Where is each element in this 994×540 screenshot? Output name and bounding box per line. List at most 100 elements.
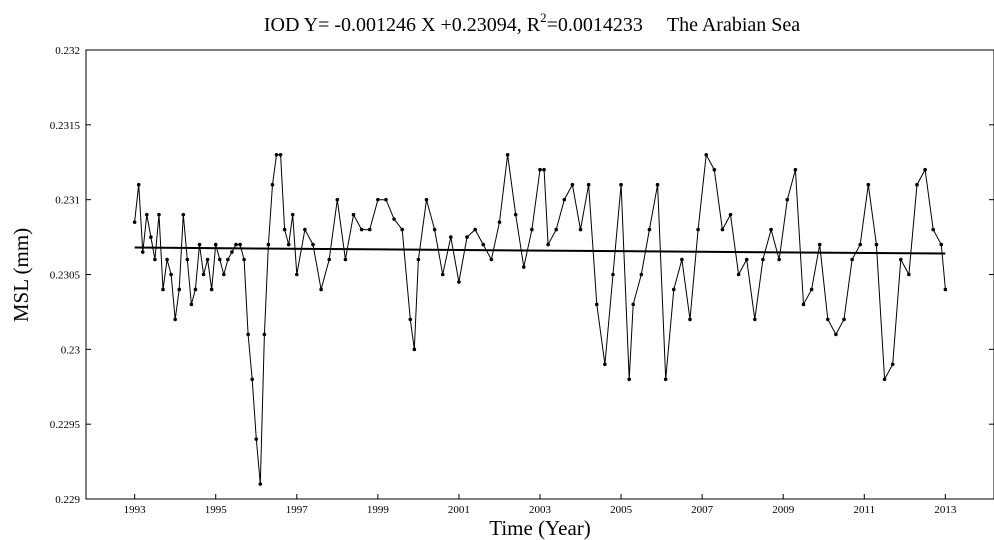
data-point (890, 362, 895, 367)
data-point (542, 167, 546, 172)
x-tick-label: 2001 (448, 504, 470, 516)
data-point (457, 280, 461, 284)
data-point (704, 152, 708, 157)
data-point (647, 227, 652, 232)
data-point (132, 220, 137, 224)
data-point (850, 257, 854, 262)
data-point (696, 227, 700, 232)
data-point (177, 287, 182, 292)
data-point (319, 287, 323, 292)
data-point (939, 242, 944, 247)
data-point (157, 212, 161, 217)
data-point (809, 287, 814, 292)
data-point (262, 332, 267, 337)
data-point (238, 242, 242, 247)
data-point (303, 227, 307, 232)
data-point (943, 287, 948, 292)
data-point (140, 250, 145, 254)
data-point (213, 242, 218, 247)
data-point (294, 272, 299, 277)
data-point (274, 152, 279, 157)
data-point (866, 182, 871, 187)
data-point (663, 377, 668, 382)
data-point (246, 332, 250, 337)
data-point (351, 212, 356, 217)
title-superscript: 2 (540, 10, 547, 25)
data-point (400, 227, 404, 232)
data-point (449, 235, 453, 239)
title-r-squared: =0.0014233 (547, 14, 643, 36)
data-point (882, 377, 887, 382)
data-point (497, 220, 502, 224)
data-point (858, 242, 863, 247)
data-point (282, 227, 287, 232)
data-point (169, 272, 173, 277)
data-point (655, 182, 660, 187)
data-point (193, 287, 198, 292)
data-point (153, 257, 157, 262)
y-tick-label: 0.23 (61, 344, 81, 356)
series-line (134, 153, 946, 485)
data-point (392, 217, 396, 221)
y-tick-label: 0.2295 (50, 419, 81, 431)
data-point (230, 250, 234, 254)
data-point (907, 272, 911, 277)
data-point (769, 227, 773, 232)
x-axis-label: Time (Year) (489, 516, 591, 540)
data-point (266, 242, 271, 247)
data-point (603, 362, 607, 367)
x-tick-label: 1995 (205, 504, 228, 516)
x-tick-label: 2007 (691, 504, 714, 516)
data-point (149, 235, 153, 239)
data-point (915, 182, 919, 187)
data-point (254, 437, 259, 441)
data-point (416, 257, 421, 262)
data-point (680, 257, 684, 262)
data-point (744, 257, 749, 262)
x-tick-label: 2003 (529, 504, 552, 516)
data-point (217, 257, 222, 262)
data-point (554, 227, 559, 232)
data-point (197, 242, 202, 247)
data-point (570, 182, 575, 187)
x-tick-label: 2011 (853, 504, 875, 516)
data-point (286, 242, 291, 247)
data-point (688, 317, 692, 322)
data-point (728, 212, 733, 217)
data-point (327, 257, 332, 262)
data-point (639, 272, 644, 277)
data-point (412, 347, 417, 352)
data-point (343, 257, 348, 262)
trend-line (134, 246, 946, 255)
data-point (181, 212, 186, 217)
data-point (578, 227, 583, 232)
data-point (793, 167, 798, 172)
data-point (817, 242, 822, 247)
data-point (432, 227, 437, 232)
data-point (201, 272, 206, 277)
data-point (189, 302, 194, 307)
y-tick-label: 0.231 (55, 195, 80, 207)
data-point (521, 265, 526, 269)
data-point (671, 287, 676, 292)
data-point (753, 317, 757, 322)
data-point (874, 242, 879, 247)
data-point (367, 227, 372, 232)
data-point (311, 242, 315, 247)
data-point (145, 212, 149, 217)
data-point (161, 287, 165, 292)
data-point (619, 182, 623, 187)
data-point (562, 197, 567, 202)
data-point (278, 152, 283, 157)
data-point (712, 167, 717, 172)
series-layer (132, 152, 948, 486)
x-tick-label: 1999 (367, 504, 390, 516)
data-point (242, 257, 246, 262)
chart-title: IOD Y= -0.001246 X +0.23094, R2=0.001423… (264, 10, 800, 36)
data-point (222, 272, 226, 277)
data-point (489, 257, 494, 262)
x-tick-label: 2009 (772, 504, 795, 516)
data-point (473, 227, 477, 232)
data-point (258, 482, 263, 486)
data-point (136, 182, 141, 187)
